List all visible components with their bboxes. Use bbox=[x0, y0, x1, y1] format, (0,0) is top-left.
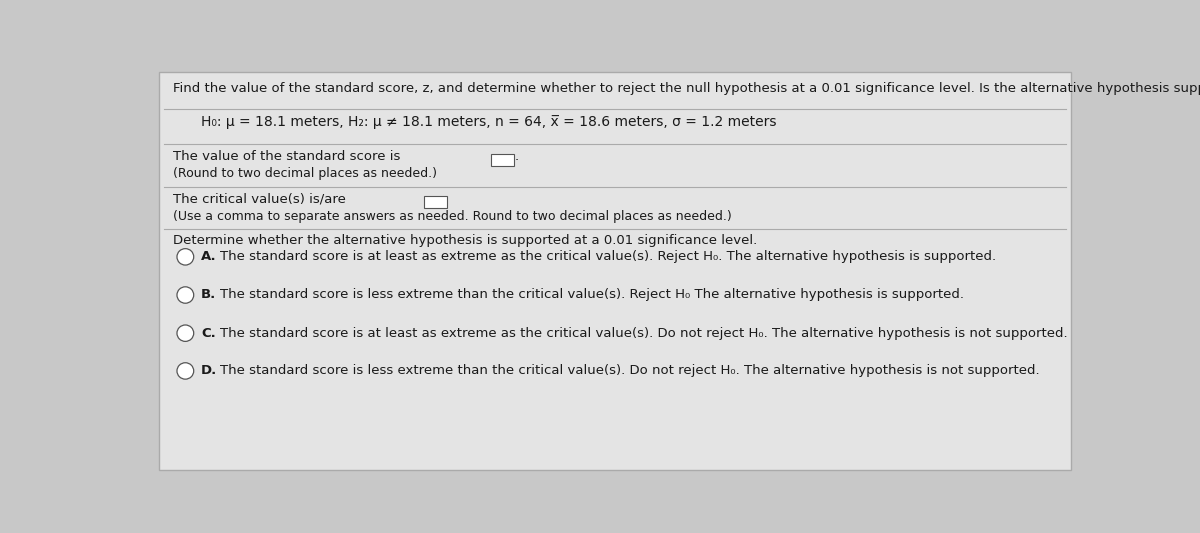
Text: (Round to two decimal places as needed.): (Round to two decimal places as needed.) bbox=[173, 167, 437, 180]
Text: B.: B. bbox=[202, 288, 216, 302]
Text: (Use a comma to separate answers as needed. Round to two decimal places as neede: (Use a comma to separate answers as need… bbox=[173, 211, 732, 223]
Ellipse shape bbox=[176, 248, 193, 265]
Text: C.: C. bbox=[202, 327, 216, 340]
Text: Determine whether the alternative hypothesis is supported at a 0.01 significance: Determine whether the alternative hypoth… bbox=[173, 235, 757, 247]
Text: A.: A. bbox=[202, 251, 217, 263]
Ellipse shape bbox=[176, 363, 193, 379]
Text: H₀: μ = 18.1 meters, H₂: μ ≠ 18.1 meters, n = 64, x̅ = 18.6 meters, σ = 1.2 mete: H₀: μ = 18.1 meters, H₂: μ ≠ 18.1 meters… bbox=[202, 115, 776, 130]
Text: The standard score is less extreme than the critical value(s). Reject H₀ The alt: The standard score is less extreme than … bbox=[220, 288, 964, 302]
Text: D.: D. bbox=[202, 365, 217, 377]
Text: The standard score is at least as extreme as the critical value(s). Reject H₀. T: The standard score is at least as extrem… bbox=[220, 251, 996, 263]
Ellipse shape bbox=[176, 325, 193, 342]
Text: The standard score is at least as extreme as the critical value(s). Do not rejec: The standard score is at least as extrem… bbox=[220, 327, 1067, 340]
Text: The value of the standard score is: The value of the standard score is bbox=[173, 150, 401, 163]
FancyBboxPatch shape bbox=[160, 72, 1070, 470]
Text: Find the value of the standard score, z, and determine whether to reject the nul: Find the value of the standard score, z,… bbox=[173, 83, 1200, 95]
Ellipse shape bbox=[176, 287, 193, 303]
FancyBboxPatch shape bbox=[425, 196, 446, 208]
FancyBboxPatch shape bbox=[491, 154, 514, 166]
Text: The standard score is less extreme than the critical value(s). Do not reject H₀.: The standard score is less extreme than … bbox=[220, 365, 1039, 377]
Text: The critical value(s) is/are: The critical value(s) is/are bbox=[173, 192, 346, 205]
Text: .: . bbox=[515, 150, 518, 163]
